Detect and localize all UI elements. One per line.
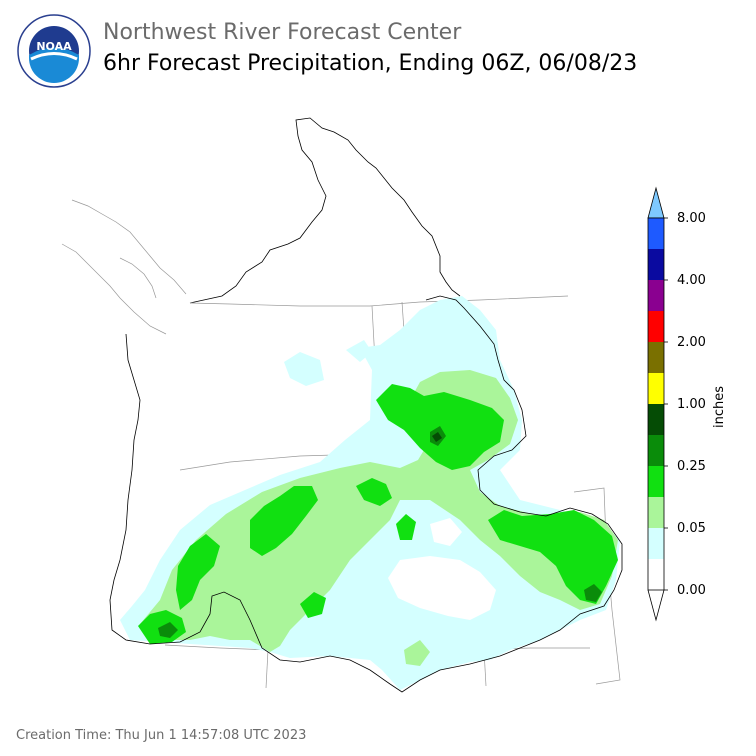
map-subtitle: 6hr Forecast Precipitation, Ending 06Z, … [103,51,638,76]
legend-arrow-bottom [647,589,665,622]
legend-tick-0: 0.00 [677,583,706,598]
legend-tick-2: 2.00 [677,335,706,350]
legend-swatch [648,218,664,249]
basin-outline [109,295,623,693]
legend-tick-1: 1.00 [677,397,706,412]
legend-swatch [648,249,664,280]
legend-tick-005: 0.05 [677,521,706,536]
legend-swatch [648,466,664,497]
legend-swatch [648,373,664,404]
svg-text:NOAA: NOAA [36,40,72,53]
legend-tick-025: 0.25 [677,459,706,474]
page-title: Northwest River Forecast Center [103,20,462,45]
legend-swatch [648,311,664,342]
creation-time: Creation Time: Thu Jun 1 14:57:08 UTC 20… [16,728,307,743]
legend-units-label: inches [712,385,727,428]
canada-outline [189,117,461,304]
precip-very-heavy-areas [432,432,442,442]
legend-swatch [648,528,664,559]
legend-colorbar [647,186,668,622]
precip-heavy-areas [158,426,602,638]
legend-tick-4: 4.00 [677,273,706,288]
legend-swatch [648,497,664,528]
legend-swatch [648,404,664,435]
legend-tick-8: 8.00 [677,211,706,226]
legend-arrow-top [647,186,665,219]
legend-swatch [648,559,664,590]
legend-swatch [648,435,664,466]
legend-swatch [648,342,664,373]
noaa-logo: NOAA [17,14,91,88]
legend-swatch [648,280,664,311]
